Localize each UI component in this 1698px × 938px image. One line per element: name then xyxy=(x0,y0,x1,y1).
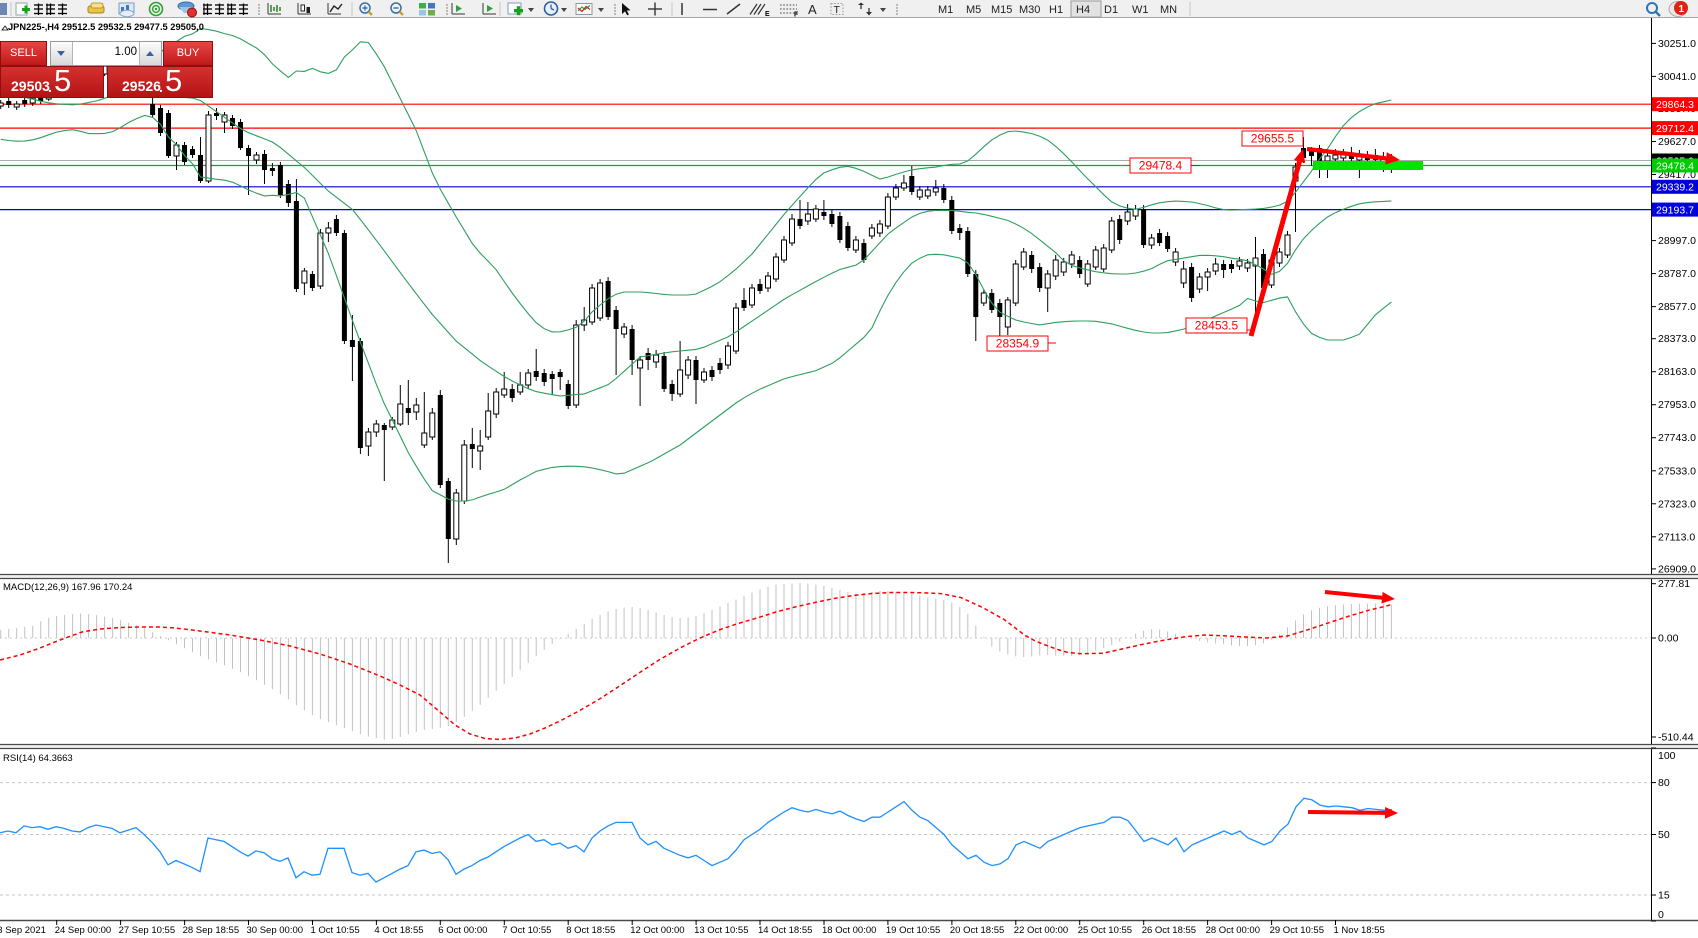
svg-text:1 Oct 10:55: 1 Oct 10:55 xyxy=(311,925,360,936)
svg-text:13 Oct 10:55: 13 Oct 10:55 xyxy=(694,925,748,936)
svg-text:29864.3: 29864.3 xyxy=(1656,99,1694,111)
svg-text:26909.0: 26909.0 xyxy=(1658,563,1696,575)
svg-text:JPN225-,H4 29512.5 29532.5 29: JPN225-,H4 29512.5 29532.5 29477.5 29505… xyxy=(8,22,204,32)
svg-text:27113.0: 27113.0 xyxy=(1658,531,1695,543)
svg-text:1 Nov 18:55: 1 Nov 18:55 xyxy=(1334,925,1385,936)
svg-text:27 Sep 10:55: 27 Sep 10:55 xyxy=(119,925,176,936)
svg-text:29478.4: 29478.4 xyxy=(1656,160,1694,172)
svg-text:D1: D1 xyxy=(1104,4,1118,16)
svg-text:12 Oct 00:00: 12 Oct 00:00 xyxy=(630,925,684,936)
svg-text:28453.5: 28453.5 xyxy=(1195,319,1239,333)
svg-text:29627.0: 29627.0 xyxy=(1658,136,1696,148)
svg-text:28354.9: 28354.9 xyxy=(996,337,1040,351)
svg-text:19 Oct 10:55: 19 Oct 10:55 xyxy=(886,925,940,936)
svg-text:23 Sep 2021: 23 Sep 2021 xyxy=(0,925,46,936)
svg-text:M1: M1 xyxy=(938,4,953,16)
svg-text:25 Oct 10:55: 25 Oct 10:55 xyxy=(1078,925,1132,936)
svg-text:28997.0: 28997.0 xyxy=(1658,235,1696,247)
svg-text:30251.0: 30251.0 xyxy=(1658,38,1696,50)
svg-text:6 Oct 00:00: 6 Oct 00:00 xyxy=(438,925,487,936)
svg-text:30 Sep 00:00: 30 Sep 00:00 xyxy=(247,925,304,936)
svg-text:14 Oct 18:55: 14 Oct 18:55 xyxy=(758,925,812,936)
svg-text:7 Oct 10:55: 7 Oct 10:55 xyxy=(502,925,551,936)
svg-text:29478.4: 29478.4 xyxy=(1139,159,1183,173)
svg-text:MN: MN xyxy=(1160,4,1177,16)
svg-text:0: 0 xyxy=(1658,909,1664,921)
svg-text:29193.7: 29193.7 xyxy=(1656,204,1694,216)
svg-text:29 Oct 10:55: 29 Oct 10:55 xyxy=(1270,925,1324,936)
svg-text:27533.0: 27533.0 xyxy=(1658,465,1696,477)
svg-text:M5: M5 xyxy=(966,4,981,16)
svg-text:27743.0: 27743.0 xyxy=(1658,432,1696,444)
svg-text:1: 1 xyxy=(1679,4,1685,15)
svg-text:A: A xyxy=(808,2,817,17)
svg-text:M30: M30 xyxy=(1019,4,1040,16)
svg-text:T: T xyxy=(834,4,841,16)
svg-text:28373.0: 28373.0 xyxy=(1658,333,1696,345)
svg-text:28787.0: 28787.0 xyxy=(1658,268,1696,280)
svg-text:MACD(12,26,9) 167.96 170.24: MACD(12,26,9) 167.96 170.24 xyxy=(3,582,132,593)
svg-text:H4: H4 xyxy=(1076,4,1090,16)
svg-text:28577.0: 28577.0 xyxy=(1658,301,1696,313)
svg-text:29712.4: 29712.4 xyxy=(1656,123,1694,135)
svg-text:M15: M15 xyxy=(991,4,1012,16)
svg-text:-510.44: -510.44 xyxy=(1658,732,1694,744)
svg-text:100: 100 xyxy=(1658,750,1676,762)
svg-text:E: E xyxy=(765,11,770,18)
svg-text:RSI(14) 64.3663: RSI(14) 64.3663 xyxy=(3,753,73,764)
svg-text:22 Oct 00:00: 22 Oct 00:00 xyxy=(1014,925,1068,936)
svg-text:30041.0: 30041.0 xyxy=(1658,71,1696,83)
svg-text:277.81: 277.81 xyxy=(1658,578,1690,590)
svg-text:28 Sep 18:55: 28 Sep 18:55 xyxy=(183,925,240,936)
svg-text:27953.0: 27953.0 xyxy=(1658,399,1696,411)
svg-text:20 Oct 18:55: 20 Oct 18:55 xyxy=(950,925,1004,936)
svg-text:26 Oct 18:55: 26 Oct 18:55 xyxy=(1142,925,1196,936)
svg-text:28 Oct 00:00: 28 Oct 00:00 xyxy=(1206,925,1260,936)
svg-text:0.00: 0.00 xyxy=(1658,633,1679,645)
svg-text:W1: W1 xyxy=(1132,4,1149,16)
svg-text:50: 50 xyxy=(1658,829,1670,841)
svg-text:H1: H1 xyxy=(1049,4,1063,16)
svg-text:24 Sep 00:00: 24 Sep 00:00 xyxy=(55,925,112,936)
svg-text:27323.0: 27323.0 xyxy=(1658,498,1696,510)
svg-text:29655.5: 29655.5 xyxy=(1251,132,1295,146)
svg-text:28163.0: 28163.0 xyxy=(1658,366,1696,378)
svg-text:18 Oct 00:00: 18 Oct 00:00 xyxy=(822,925,876,936)
svg-text:80: 80 xyxy=(1658,777,1670,789)
svg-text:F: F xyxy=(794,12,799,19)
svg-text:4 Oct 18:55: 4 Oct 18:55 xyxy=(374,925,423,936)
svg-text:8 Oct 18:55: 8 Oct 18:55 xyxy=(566,925,615,936)
svg-text:29339.2: 29339.2 xyxy=(1656,182,1694,194)
svg-text:15: 15 xyxy=(1658,890,1670,902)
